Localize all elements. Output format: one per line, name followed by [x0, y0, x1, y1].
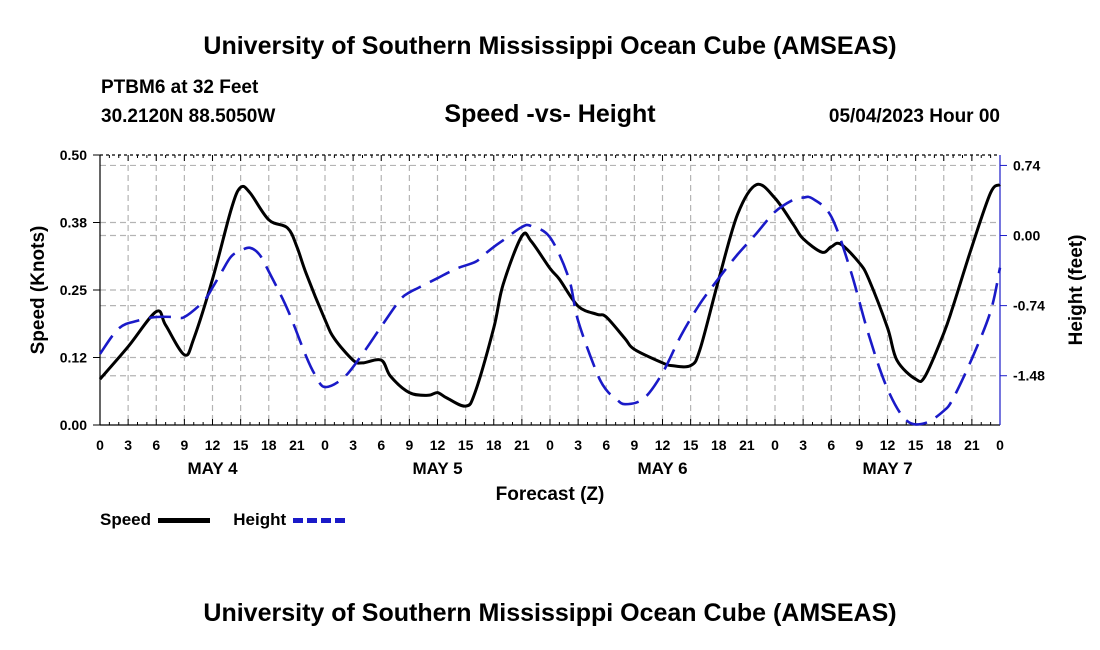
legend: Speed Height — [100, 510, 345, 530]
x-tick-label: 15 — [233, 437, 249, 453]
x-tick-label: 3 — [799, 437, 807, 453]
page-title: University of Southern Mississippi Ocean… — [203, 32, 897, 60]
y2-tick-label: -0.74 — [1013, 298, 1045, 314]
x-tick-label: 12 — [430, 437, 446, 453]
y-tick-label: 0.38 — [60, 215, 87, 231]
x-tick-label: 15 — [458, 437, 474, 453]
legend-speed-swatch — [157, 518, 210, 524]
x-tick-label: 18 — [711, 437, 727, 453]
y-tick-label: 0.00 — [60, 417, 87, 433]
day-label: MAY 6 — [637, 459, 687, 478]
y2-tick-label: 0.00 — [1013, 228, 1040, 244]
x-tick-label: 9 — [405, 437, 413, 453]
day-label: MAY 7 — [862, 459, 912, 478]
chart-title: Speed -vs- Height — [444, 100, 656, 128]
x-tick-label: 0 — [996, 437, 1004, 453]
x-tick-label: 9 — [180, 437, 188, 453]
x-axis-label: Forecast (Z) — [496, 484, 605, 505]
x-tick-label: 6 — [152, 437, 160, 453]
x-tick-label: 6 — [827, 437, 835, 453]
day-label: MAY 4 — [187, 459, 238, 478]
x-tick-label: 6 — [602, 437, 610, 453]
y-axis-label: Speed (Knots) — [28, 226, 49, 355]
x-tick-label: 0 — [321, 437, 329, 453]
legend-speed-label: Speed — [100, 510, 152, 529]
x-tick-label: 3 — [124, 437, 132, 453]
x-tick-label: 21 — [739, 437, 755, 453]
series-line-height — [98, 195, 1002, 426]
x-tick-label: 18 — [261, 437, 277, 453]
x-tick-label: 6 — [377, 437, 385, 453]
x-tick-label: 21 — [964, 437, 980, 453]
x-tick-label: 12 — [205, 437, 221, 453]
legend-height-swatch — [292, 518, 345, 524]
tick-labels: 0 3 6 9 12 15 18 21 0 3 6 9 12 15 18 21 0 3 6 9 12 15 18 21 0 3 6 9… — [60, 147, 1045, 478]
x-tick-label: 0 — [546, 437, 554, 453]
x-tick-label: 21 — [289, 437, 305, 453]
x-tick-label: 3 — [574, 437, 582, 453]
x-tick-label: 21 — [514, 437, 530, 453]
x-tick-label: 18 — [486, 437, 502, 453]
series — [98, 182, 1002, 426]
axes — [93, 154, 1007, 426]
y-tick-label: 0.12 — [60, 350, 87, 366]
series-line-speed — [98, 182, 1001, 408]
x-tick-label: 9 — [630, 437, 638, 453]
x-tick-label: 0 — [96, 437, 104, 453]
footer-title: University of Southern Mississippi Ocean… — [203, 599, 897, 627]
x-tick-label: 9 — [855, 437, 863, 453]
x-tick-label: 0 — [771, 437, 779, 453]
x-tick-label: 15 — [908, 437, 924, 453]
y-tick-label: 0.25 — [60, 282, 87, 298]
y2-axis-label: Height (feet) — [1066, 235, 1087, 346]
x-tick-label: 12 — [655, 437, 671, 453]
y2-tick-label: 0.74 — [1013, 157, 1040, 173]
legend-height-label: Height — [233, 510, 287, 529]
y2-tick-label: -1.48 — [1013, 368, 1045, 384]
date-hour-label: 05/04/2023 Hour 00 — [828, 106, 1000, 127]
y-tick-label: 0.50 — [60, 147, 87, 163]
x-tick-label: 18 — [936, 437, 952, 453]
station-label: PTBM6 at 32 Feet — [101, 77, 259, 98]
x-tick-label: 3 — [349, 437, 357, 453]
day-label: MAY 5 — [412, 459, 462, 478]
x-tick-label: 12 — [880, 437, 896, 453]
location-label: 30.2120N 88.5050W — [101, 106, 276, 127]
x-tick-label: 15 — [683, 437, 699, 453]
grid — [100, 155, 1000, 425]
